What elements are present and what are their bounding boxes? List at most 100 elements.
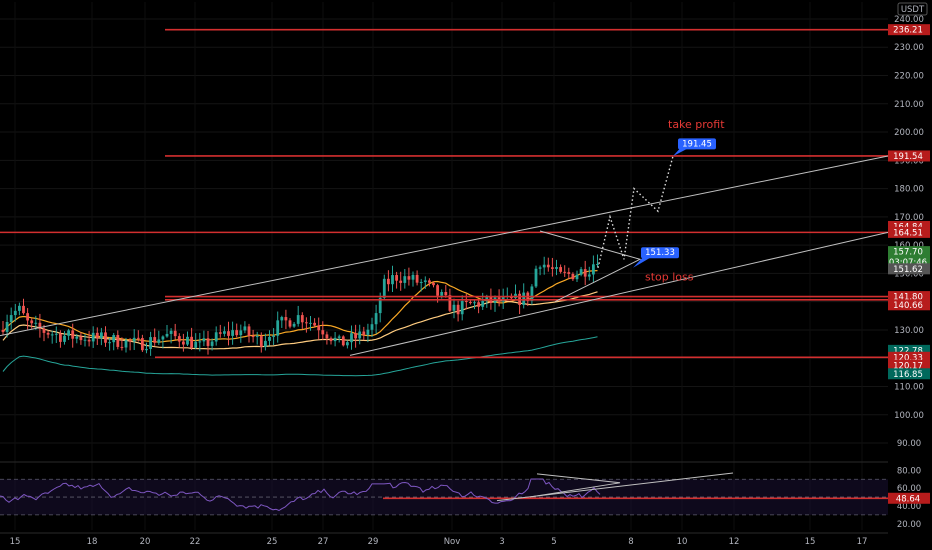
candle-body-79	[325, 334, 329, 339]
x-tick-9: 5	[551, 537, 556, 547]
callout-label-1: 151.33	[645, 248, 675, 258]
candle-body-140	[575, 274, 579, 280]
candle-body-94	[387, 278, 390, 285]
candle-body-113	[464, 301, 468, 303]
candle-body-138	[567, 272, 571, 274]
x-tick-6: 29	[368, 537, 379, 547]
projection-path	[597, 156, 674, 268]
candle-body-11	[46, 332, 50, 335]
price-tag-bg-2	[888, 220, 930, 232]
candle-body-105	[432, 282, 435, 286]
price-axis-bg	[888, 0, 932, 550]
price-tag-label-0: 236.21	[893, 26, 923, 36]
candle-body-15	[63, 335, 66, 342]
candle-body-51	[210, 341, 214, 346]
candle-body-144	[592, 264, 595, 275]
candle-body-72	[296, 315, 300, 324]
candle-body-61	[251, 335, 255, 338]
candle-body-70	[288, 320, 292, 327]
candle-body-16	[67, 330, 70, 336]
horizontal-levels	[0, 28, 888, 500]
price-tag-bg-8	[888, 299, 930, 311]
currency-badge[interactable]: USDT	[897, 2, 928, 16]
rsi-polyline	[0, 478, 601, 512]
candle-body-31	[128, 340, 132, 342]
candle-body-73	[300, 315, 304, 323]
candle-body-34	[141, 338, 144, 351]
candle-body-27	[112, 335, 116, 343]
candle-body-74	[305, 322, 308, 324]
candle-body-62	[255, 336, 259, 338]
candle-body-41	[169, 330, 173, 334]
price-tag-bg-3	[888, 226, 930, 238]
candle-body-25	[104, 332, 107, 343]
x-tick-5: 27	[318, 537, 329, 547]
candle-body-29	[120, 346, 124, 348]
candle-body-102	[419, 282, 423, 284]
y-tick-2: 220.00	[894, 72, 924, 82]
candle-body-111	[456, 304, 460, 315]
candle-body-18	[75, 336, 79, 339]
candle-body-17	[71, 330, 75, 339]
price-tags: 236.21191.54164.84164.51157.7003:07:4615…	[888, 24, 930, 504]
channel-upper-line	[0, 155, 889, 337]
candle-body-32	[132, 337, 136, 342]
y-tick-9: 150.00	[894, 269, 924, 279]
candle-body-134	[551, 267, 554, 269]
stop-loss-label: stop loss	[645, 270, 694, 283]
price-tag-label-12: 116.85	[893, 370, 923, 380]
price-tag-bg-4	[888, 246, 930, 258]
x-tick-13: 15	[805, 537, 816, 547]
price-tag-bg-6	[888, 263, 930, 275]
candle-body-85	[350, 333, 353, 343]
price-tag-label-9: 122.78	[893, 346, 923, 356]
price-tag-bg-5	[888, 256, 930, 268]
candle-body-98	[403, 276, 407, 283]
price-tag-label-11: 120.17	[893, 361, 923, 371]
candle-body-69	[284, 317, 288, 321]
y-tick-1: 230.00	[894, 43, 924, 53]
candle-body-107	[440, 292, 444, 296]
x-tick-labels: 15 18 20 22 25 27 29 Nov 3 5 8 10 12 15 17	[10, 537, 868, 547]
rsi-y-tick-1: 60.00	[897, 484, 921, 494]
candle-body-95	[391, 275, 394, 285]
candle-body-66	[272, 335, 275, 337]
candle-body-91	[374, 313, 378, 325]
candle-body-77	[317, 325, 321, 331]
rsi-y-tick-0: 80.00	[897, 466, 921, 476]
x-tick-10: 8	[628, 537, 633, 547]
candle-body-4	[18, 305, 21, 311]
candle-body-115	[473, 302, 476, 304]
y-tick-4: 200.00	[894, 128, 924, 138]
candle-body-6	[26, 313, 29, 321]
x-tick-3: 22	[190, 537, 201, 547]
candle-body-12	[50, 334, 54, 336]
candle-body-57	[235, 330, 239, 336]
candle-body-43	[177, 336, 181, 342]
candle-body-20	[83, 339, 87, 341]
candle-body-60	[247, 326, 251, 336]
candle-body-136	[559, 267, 562, 272]
candle-body-108	[444, 292, 448, 296]
x-tick-1: 18	[87, 537, 98, 547]
candle-body-19	[79, 336, 83, 341]
candle-body-101	[415, 274, 419, 283]
candle-body-1	[5, 321, 9, 332]
candle-body-42	[173, 330, 177, 337]
price-tag-label-10: 120.33	[893, 353, 923, 363]
candle-body-22	[91, 332, 95, 342]
rsi-tag-bg-0	[888, 492, 930, 504]
candle-body-78	[321, 330, 325, 335]
y-tick-11: 130.00	[894, 326, 924, 336]
price-tag-bg-1	[888, 150, 930, 162]
candle-body-80	[329, 338, 333, 342]
price-axis[interactable]	[888, 0, 932, 550]
candle-body-130	[534, 268, 538, 287]
candle-body-10	[42, 328, 46, 333]
candle-body-86	[354, 333, 357, 339]
callout-box-0	[678, 138, 716, 150]
price-tag-label-4: 157.70	[893, 248, 923, 258]
candle-body-37	[153, 337, 157, 343]
